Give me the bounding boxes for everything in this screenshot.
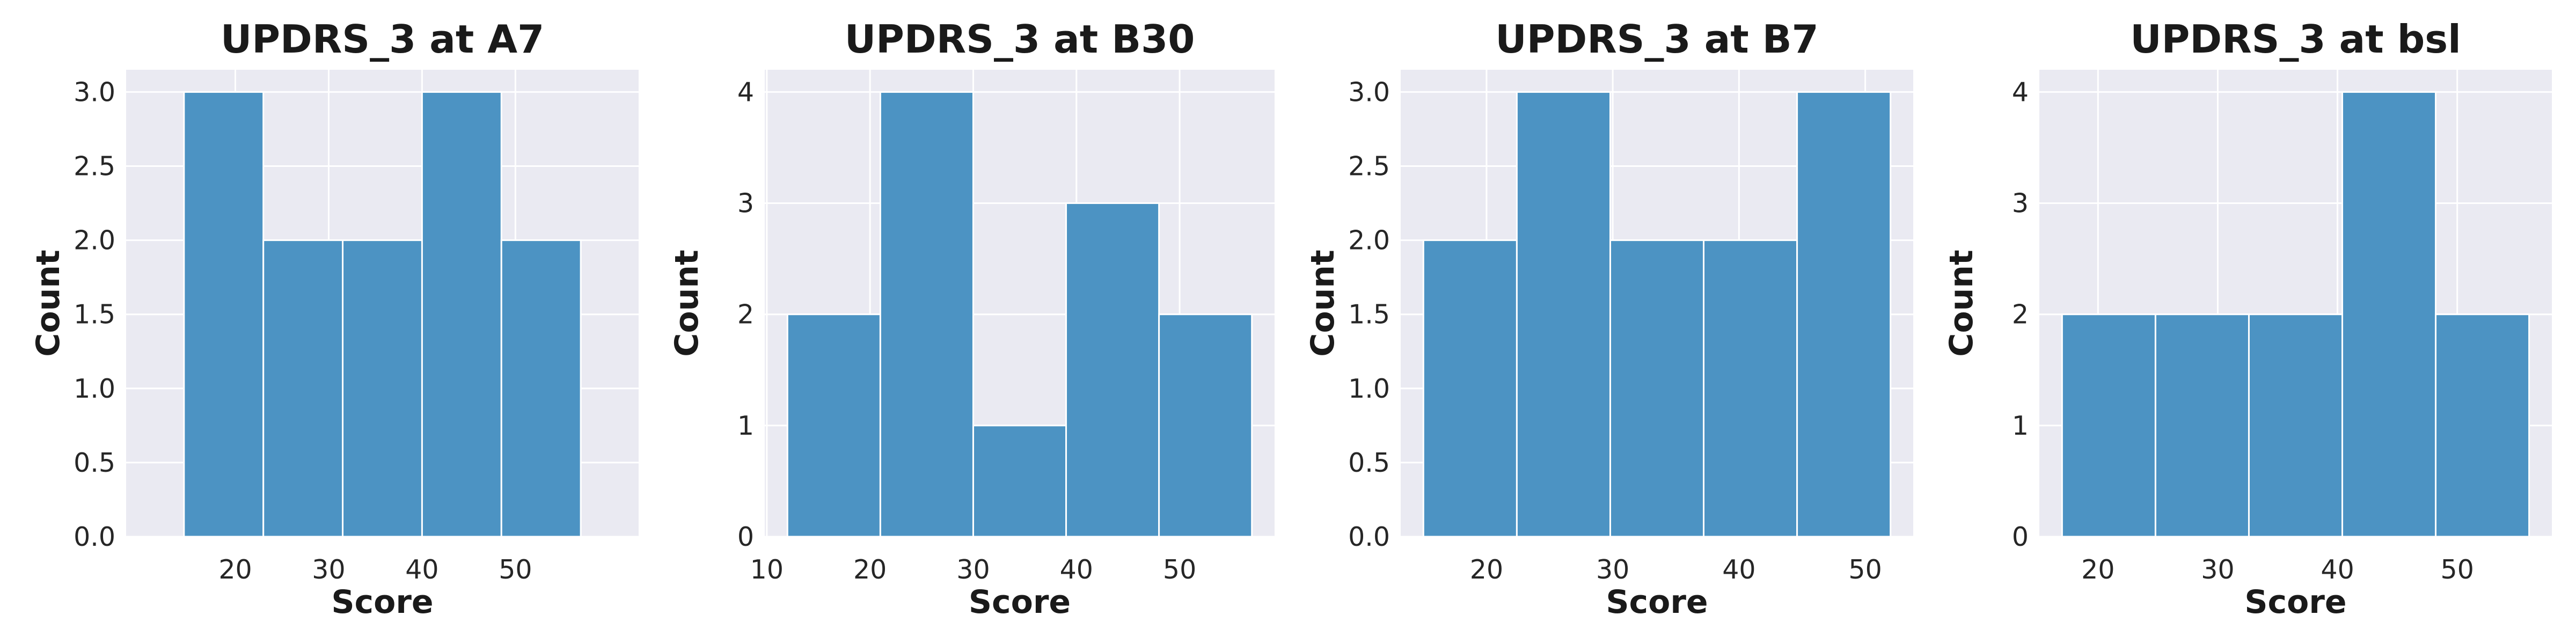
chart-title: UPDRS_3 at bsl <box>2130 17 2461 62</box>
x-axis-label: Score <box>331 583 433 621</box>
histogram-bar <box>2061 313 2156 538</box>
y-tick-label: 1.0 <box>74 374 115 404</box>
histogram-bar <box>1796 91 1892 538</box>
x-tick-label: 40 <box>405 554 438 585</box>
x-tick-label: 40 <box>2321 554 2354 585</box>
y-tick-label: 4 <box>737 77 754 107</box>
y-tick-label: 3.0 <box>1348 77 1390 107</box>
x-tick-label: 40 <box>1722 554 1755 585</box>
x-axis-label: Score <box>2244 583 2346 621</box>
histogram-bar <box>1065 202 1160 538</box>
y-tick-label: 1 <box>737 411 754 441</box>
chart-panel-3: 20 30 40 50 0.0 0.5 1.0 1.5 2.0 2.5 3.0 UPDRS_3 at … <box>1304 17 1913 621</box>
x-tick-label: 20 <box>1470 554 1503 585</box>
chart-title: UPDRS_3 at A7 <box>221 17 544 62</box>
y-tick-label: 1.5 <box>1348 299 1390 330</box>
x-axis-label: Score <box>1606 583 1708 621</box>
x-tick-label: 30 <box>1596 554 1629 585</box>
y-tick-label: 2.5 <box>1348 151 1390 182</box>
y-axis-label: Count <box>1943 250 1980 356</box>
histogram-bar <box>2341 91 2437 538</box>
y-tick-label: 2 <box>737 299 754 330</box>
y-axis-label: Count <box>668 250 706 356</box>
histogram-bar <box>342 239 423 538</box>
y-tick-label: 0.5 <box>1348 448 1390 478</box>
histogram-bar <box>786 313 881 538</box>
histogram-bar <box>879 91 974 538</box>
y-tick-label: 1.0 <box>1348 374 1390 404</box>
x-tick-label: 20 <box>218 554 252 585</box>
histogram-bar <box>1422 239 1518 538</box>
x-tick-label: 50 <box>499 554 532 585</box>
histogram-bar <box>183 91 265 538</box>
y-tick-label: 3.0 <box>74 77 115 107</box>
histogram-bar <box>1609 239 1705 538</box>
y-tick-label: 0.5 <box>74 448 115 478</box>
histogram-bar <box>500 239 582 538</box>
y-tick-label: 2.0 <box>74 225 115 256</box>
x-tick-label: 20 <box>2081 554 2114 585</box>
x-tick-label: 50 <box>2441 554 2474 585</box>
histogram-bar <box>1703 239 1798 538</box>
x-tick-label: 50 <box>1163 554 1196 585</box>
y-axis-label: Count <box>1304 250 1342 356</box>
y-tick-label: 4 <box>2012 77 2029 107</box>
x-tick-label: 30 <box>956 554 990 585</box>
chart-panel-4: 20 30 40 50 0 1 2 3 4 UPDRS_3 at bsl Score Count <box>1943 17 2552 621</box>
x-tick-label: 10 <box>750 554 784 585</box>
y-tick-label: 2 <box>2012 299 2029 330</box>
chart-panel-1: 20 30 40 50 0.0 0.5 1.0 1.5 2.0 2.5 3.0 UPDRS_3 at … <box>30 17 639 621</box>
histogram-bar <box>2248 313 2344 538</box>
x-tick-label: 50 <box>1848 554 1882 585</box>
histogram-bar <box>972 425 1067 538</box>
histogram-bar <box>421 91 502 538</box>
y-tick-label: 2.5 <box>74 151 115 182</box>
y-axis-label: Count <box>30 250 67 356</box>
x-tick-label: 40 <box>1060 554 1093 585</box>
x-tick-label: 30 <box>2201 554 2234 585</box>
chart-title: UPDRS_3 at B7 <box>1495 17 1819 62</box>
x-tick-label: 20 <box>853 554 887 585</box>
y-tick-label: 0.0 <box>74 522 115 552</box>
y-tick-label: 1 <box>2012 411 2029 441</box>
chart-panel-2: 10 20 30 40 50 0 1 2 3 4 UPDRS_3 at B30 Score Count <box>668 17 1275 621</box>
y-tick-label: 3 <box>737 188 754 219</box>
x-tick-label: 30 <box>312 554 345 585</box>
x-axis-label: Score <box>969 583 1071 621</box>
y-tick-label: 0.0 <box>1348 522 1390 552</box>
histogram-bar <box>1158 313 1253 538</box>
y-tick-label: 2.0 <box>1348 225 1390 256</box>
histogram-bar <box>262 239 344 538</box>
y-tick-label: 0 <box>737 522 754 552</box>
histogram-bar <box>1516 91 1611 538</box>
y-tick-label: 3 <box>2012 188 2029 219</box>
y-tick-label: 0 <box>2012 522 2029 552</box>
y-tick-label: 1.5 <box>74 299 115 330</box>
chart-title: UPDRS_3 at B30 <box>845 17 1195 62</box>
histogram-bar <box>2435 313 2530 538</box>
histogram-bar <box>2154 313 2250 538</box>
